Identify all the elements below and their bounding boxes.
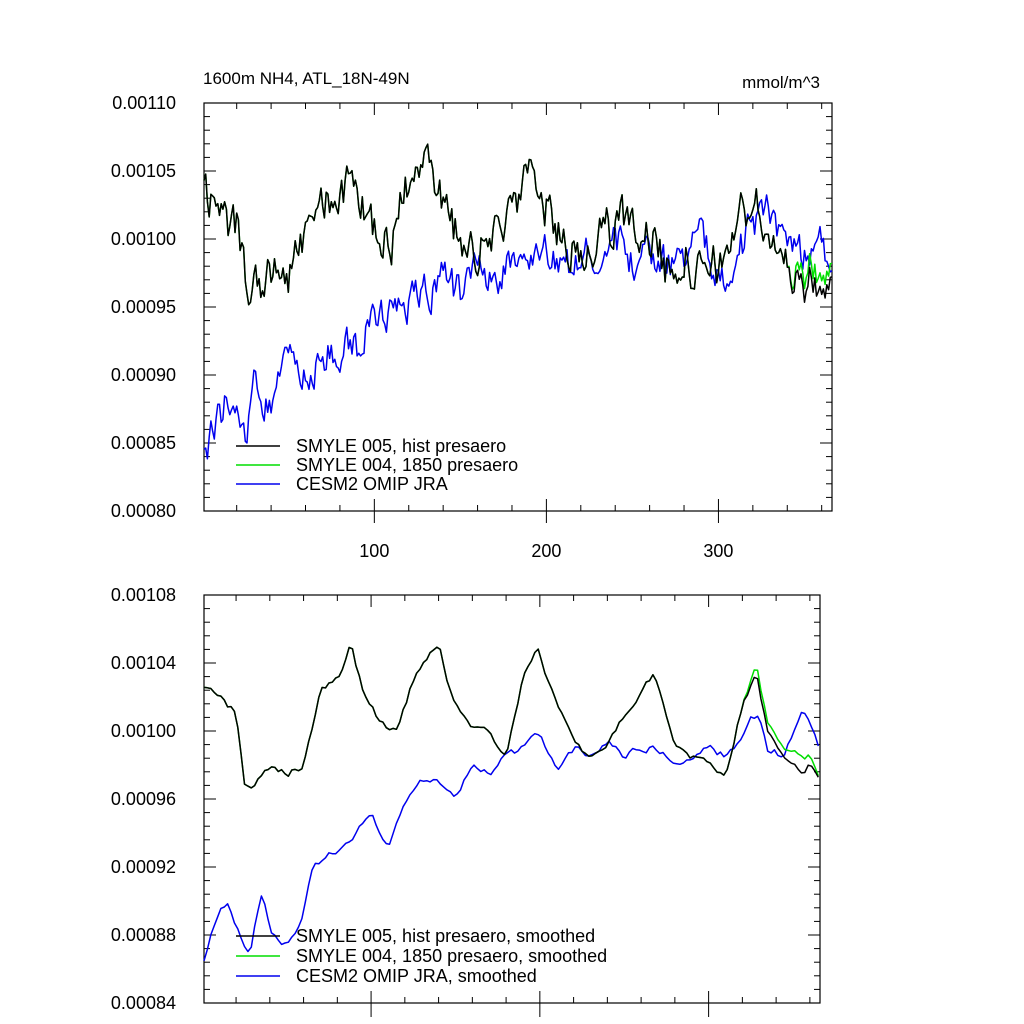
y-tick-label: 0.00095 — [111, 297, 176, 317]
y-tick-label: 0.00084 — [111, 993, 176, 1013]
legend-label: CESM2 OMIP JRA, smoothed — [296, 966, 537, 986]
legend-label: SMYLE 005, hist presaero, smoothed — [296, 926, 595, 946]
y-tick-label: 0.00100 — [111, 721, 176, 741]
y-tick-label: 0.00105 — [111, 161, 176, 181]
y-tick-label: 0.00108 — [111, 585, 176, 605]
legend-label: SMYLE 004, 1850 presaero — [296, 455, 518, 475]
x-tick-label: 100 — [359, 541, 389, 561]
series-line — [203, 194, 833, 460]
units-label: mmol/m^3 — [742, 73, 820, 92]
series-line — [203, 143, 833, 306]
y-tick-label: 0.00096 — [111, 789, 176, 809]
y-tick-label: 0.00100 — [111, 229, 176, 249]
top-panel: 0.00080 0.00085 0.00090 0.00095 0.00100 0.001… — [111, 93, 833, 561]
chart-title: 1600m NH4, ATL_18N-49N — [203, 69, 410, 88]
y-tick-label: 0.00088 — [111, 925, 176, 945]
series-line — [203, 646, 819, 789]
x-tick-label: 200 — [531, 541, 561, 561]
y-tick-label: 0.00110 — [112, 93, 176, 113]
y-tick-label: 0.00092 — [111, 857, 176, 877]
legend-label: CESM2 OMIP JRA — [296, 474, 448, 494]
series-line — [203, 646, 820, 789]
series-line — [203, 143, 833, 306]
y-tick-label: 0.00090 — [111, 365, 176, 385]
bottom-panel: 0.00084 0.00088 0.00092 0.00096 0.00100 0.001… — [111, 585, 821, 1017]
legend-label: SMYLE 004, 1850 presaero, smoothed — [296, 946, 607, 966]
series-line — [203, 711, 820, 962]
y-tick-label: 0.00085 — [111, 433, 176, 453]
legend-label: SMYLE 005, hist presaero — [296, 436, 506, 456]
x-tick-label: 300 — [703, 541, 733, 561]
y-tick-label: 0.00104 — [111, 653, 176, 673]
y-tick-label: 0.00080 — [111, 501, 176, 521]
